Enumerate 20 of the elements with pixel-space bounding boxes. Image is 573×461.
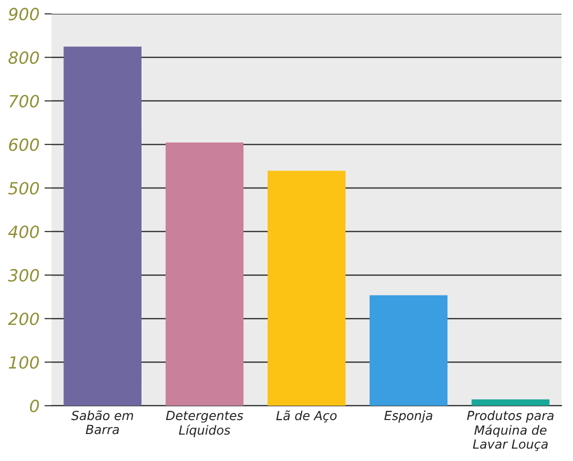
y-tick-label: 900 [8, 8, 39, 20]
y-tick-label: 300 [8, 269, 39, 282]
x-tick-label: Lã de Aço [276, 410, 337, 422]
x-tick-label: Produtos para Máquina de Lavar Louça [467, 410, 554, 452]
y-tick-label: 0 [30, 400, 39, 412]
bar [166, 142, 244, 406]
y-tick-label: 500 [8, 182, 39, 195]
bar [370, 295, 448, 406]
y-tick-label: 800 [8, 51, 39, 64]
bar [472, 399, 550, 406]
x-tick-label: Esponja [384, 410, 432, 423]
x-tick-label: Detergentes Líquidos [166, 410, 244, 438]
y-tick-label: 400 [8, 225, 39, 238]
bar [268, 170, 346, 406]
y-tick-label: 100 [8, 356, 39, 369]
y-tick-label: 700 [10, 94, 39, 108]
x-tick-label: Sabão em Barra [71, 410, 134, 434]
bar [64, 46, 142, 406]
y-tick-label: 600 [9, 138, 39, 152]
y-tick-label: 200 [8, 312, 39, 326]
